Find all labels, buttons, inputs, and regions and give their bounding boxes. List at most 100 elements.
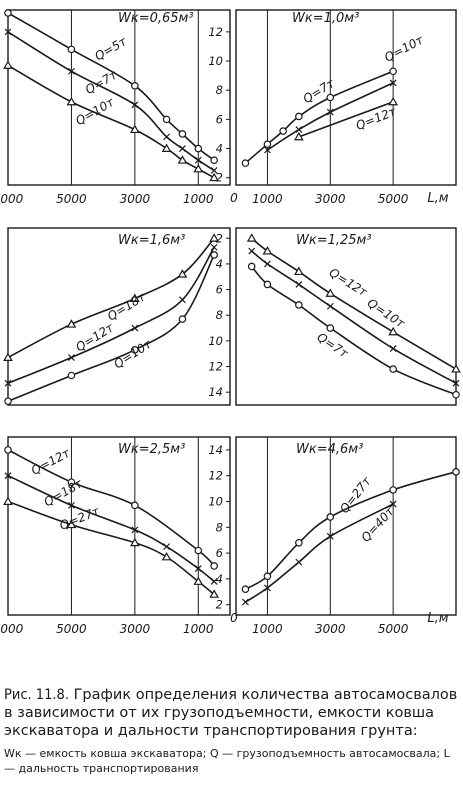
- y-tick-label: 6: [216, 546, 223, 560]
- y-tick-label: 14: [208, 443, 223, 457]
- data-point-circle: [178, 315, 187, 323]
- x-tick-label: 3000: [315, 622, 346, 636]
- series-label: Q=18т: [105, 289, 149, 324]
- data-point-triangle: [209, 233, 219, 242]
- y-tick-label: 12: [208, 469, 223, 483]
- data-point-cross: [163, 133, 170, 141]
- y-tick-label: 8: [216, 308, 223, 322]
- data-point-triangle: [209, 172, 219, 182]
- x-tick-label: 1000: [183, 622, 214, 636]
- data-point-triangle: [66, 319, 77, 328]
- data-point-triangle: [246, 233, 257, 242]
- data-point-cross: [179, 145, 186, 152]
- data-point-cross: [389, 500, 397, 508]
- x-tick-label: 1000: [252, 192, 283, 206]
- series-label: Q=27т: [337, 474, 374, 516]
- data-point-circle: [263, 572, 272, 581]
- data-point-cross: [389, 345, 397, 352]
- panel-frame: [235, 436, 457, 616]
- figure-number: Рис. 11.8.: [4, 687, 69, 703]
- panel-title: Wк=0,65м³: [118, 11, 194, 26]
- data-point-cross: [4, 472, 12, 480]
- x-tick-label: 1000: [183, 192, 214, 206]
- series-label: Q=7т: [314, 330, 351, 361]
- series-label: Q=10т: [111, 336, 154, 371]
- data-point-triangle: [294, 266, 304, 276]
- data-point-cross: [131, 101, 139, 109]
- data-point-circle: [295, 112, 303, 121]
- data-point-cross: [295, 126, 303, 134]
- data-point-circle: [263, 140, 272, 148]
- panel-title: Wк=1,6м³: [118, 233, 185, 248]
- y-tick-label: 8: [216, 83, 223, 97]
- series-curve: [7, 474, 215, 583]
- y-tick-label: 8: [216, 520, 223, 534]
- data-point-circle: [389, 365, 397, 373]
- data-point-cross: [194, 156, 202, 164]
- data-point-triangle: [3, 60, 13, 69]
- data-point-triangle: [130, 537, 140, 547]
- data-point-triangle: [388, 96, 398, 106]
- data-point-circle: [210, 156, 218, 165]
- data-point-circle: [326, 93, 335, 102]
- data-point-cross: [248, 247, 256, 255]
- data-point-triangle: [177, 269, 188, 278]
- panel-frame: [235, 227, 457, 406]
- data-point-cross: [179, 296, 186, 304]
- data-point-triangle: [3, 496, 13, 505]
- data-point-cross: [210, 166, 218, 174]
- series-curve: [266, 82, 394, 151]
- data-point-circle: [210, 251, 218, 259]
- y-tick-label: 14: [208, 385, 223, 399]
- series-curve: [7, 12, 215, 161]
- series-label: Q=40т: [358, 504, 397, 545]
- caption-area: Рис. 11.8. График определения количества…: [4, 686, 459, 776]
- data-point-triangle: [193, 576, 204, 585]
- data-point-triangle: [66, 519, 77, 529]
- data-point-cross: [210, 243, 218, 251]
- data-point-triangle: [294, 131, 304, 141]
- series-label: Q=18т: [42, 476, 86, 510]
- data-point-circle: [210, 562, 218, 570]
- data-point-triangle: [66, 96, 77, 106]
- data-point-circle: [131, 346, 139, 354]
- data-point-triangle: [3, 352, 13, 361]
- x-axis-label: L,м: [427, 611, 448, 626]
- data-point-triangle: [161, 143, 172, 152]
- panel-title: Wк=4,6м³: [296, 442, 363, 457]
- data-point-triangle: [130, 124, 140, 134]
- nomogram-figure: 246810127000500030001000Q=5тQ=7тQ=10тWк=…: [0, 9, 461, 636]
- data-point-circle: [452, 468, 460, 476]
- data-point-cross: [4, 28, 12, 36]
- data-point-circle: [389, 486, 397, 494]
- data-point-circle: [194, 144, 203, 153]
- data-point-cross: [242, 598, 249, 606]
- data-point-circle: [131, 501, 139, 510]
- data-point-circle: [295, 301, 303, 309]
- y-tick-label: 12: [208, 25, 223, 39]
- data-point-circle: [178, 130, 187, 138]
- data-point-triangle: [325, 288, 336, 297]
- data-point-cross: [264, 584, 271, 592]
- data-point-triangle: [130, 293, 140, 302]
- data-point-cross: [326, 108, 334, 116]
- y-tick-label: 10: [208, 494, 223, 508]
- data-point-cross: [68, 67, 75, 75]
- data-point-cross: [389, 79, 397, 87]
- x-tick-label: 1000: [252, 622, 283, 636]
- data-point-cross: [452, 379, 460, 387]
- data-point-cross: [210, 578, 218, 585]
- y-tick-label: 4: [216, 142, 223, 156]
- panel-frame: [7, 227, 231, 406]
- data-point-circle: [4, 9, 12, 17]
- y-tick-label: 6: [216, 283, 223, 297]
- data-point-circle: [247, 262, 256, 271]
- data-point-cross: [264, 260, 271, 268]
- data-point-triangle: [193, 163, 204, 173]
- data-point-triangle: [451, 364, 461, 373]
- x-tick-label: 5000: [56, 192, 87, 206]
- data-point-cross: [131, 324, 139, 332]
- data-point-circle: [67, 478, 76, 486]
- data-point-circle: [389, 67, 397, 76]
- series-curve: [298, 101, 394, 138]
